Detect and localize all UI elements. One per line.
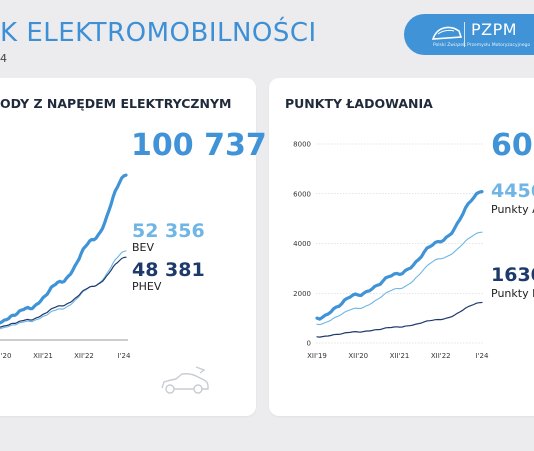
right-y-tick: 2000	[293, 290, 311, 298]
charging-card-title: PUNKTY ŁADOWANIA	[285, 96, 433, 111]
bev-label: BEV	[132, 241, 155, 254]
ev-registrations-card: ODY Z NAPĘDEM ELEKTRYCZNYM	[0, 78, 256, 416]
dc-points-value: 1630	[491, 264, 534, 286]
phev-label: PHEV	[132, 280, 162, 293]
ac-points-label: Punkty A	[491, 203, 534, 216]
left-x-tick: '20	[1, 352, 12, 360]
ev-total-value: 100 737	[131, 128, 267, 163]
phev-value: 48 381	[132, 259, 205, 281]
right-line-series-1	[316, 231, 483, 326]
right-y-tick: 0	[307, 340, 311, 348]
right-line-series-0	[315, 190, 484, 321]
right-x-tick: XII'21	[390, 352, 410, 360]
charging-total-value: 60	[491, 128, 533, 163]
charging-points-card: PUNKTY ŁADOWANIA	[269, 78, 534, 416]
right-x-tick: XII'20	[348, 352, 368, 360]
ac-points-value: 4456	[491, 180, 534, 202]
right-y-tick: 6000	[293, 190, 311, 198]
left-line-series-2	[0, 256, 127, 328]
logo-subtitle: Polski Związek Przemysłu Motoryzacyjnego	[433, 43, 531, 48]
logo-name: PZPM	[471, 20, 518, 39]
ev-card-title: ODY Z NAPĘDEM ELEKTRYCZNYM	[0, 96, 232, 111]
left-line-series-0	[0, 173, 128, 325]
electric-car-icon	[161, 366, 209, 394]
left-x-tick: XII'21	[33, 352, 53, 360]
right-y-tick: 4000	[293, 240, 311, 248]
page-subtitle: 4	[0, 52, 7, 65]
left-x-tick: I'24	[118, 352, 131, 360]
right-line-series-2	[316, 301, 483, 338]
car-silhouette-icon	[432, 26, 462, 40]
bev-value: 52 356	[132, 220, 205, 242]
header: K ELEKTROMOBILNOŚCI 4 PZPM Polski Związe…	[0, 0, 534, 70]
page-title: K ELEKTROMOBILNOŚCI	[0, 18, 317, 48]
left-x-tick: XII'22	[74, 352, 94, 360]
left-line-series-1	[0, 250, 127, 330]
right-x-tick: I'24	[476, 352, 489, 360]
right-y-tick: 8000	[293, 141, 311, 149]
logo-divider	[464, 22, 465, 47]
pzpm-logo: PZPM Polski Związek Przemysłu Motoryzacy…	[404, 14, 534, 55]
right-x-tick: XII'22	[431, 352, 451, 360]
dc-points-label: Punkty D	[491, 287, 534, 300]
right-x-tick: XII'19	[307, 352, 327, 360]
